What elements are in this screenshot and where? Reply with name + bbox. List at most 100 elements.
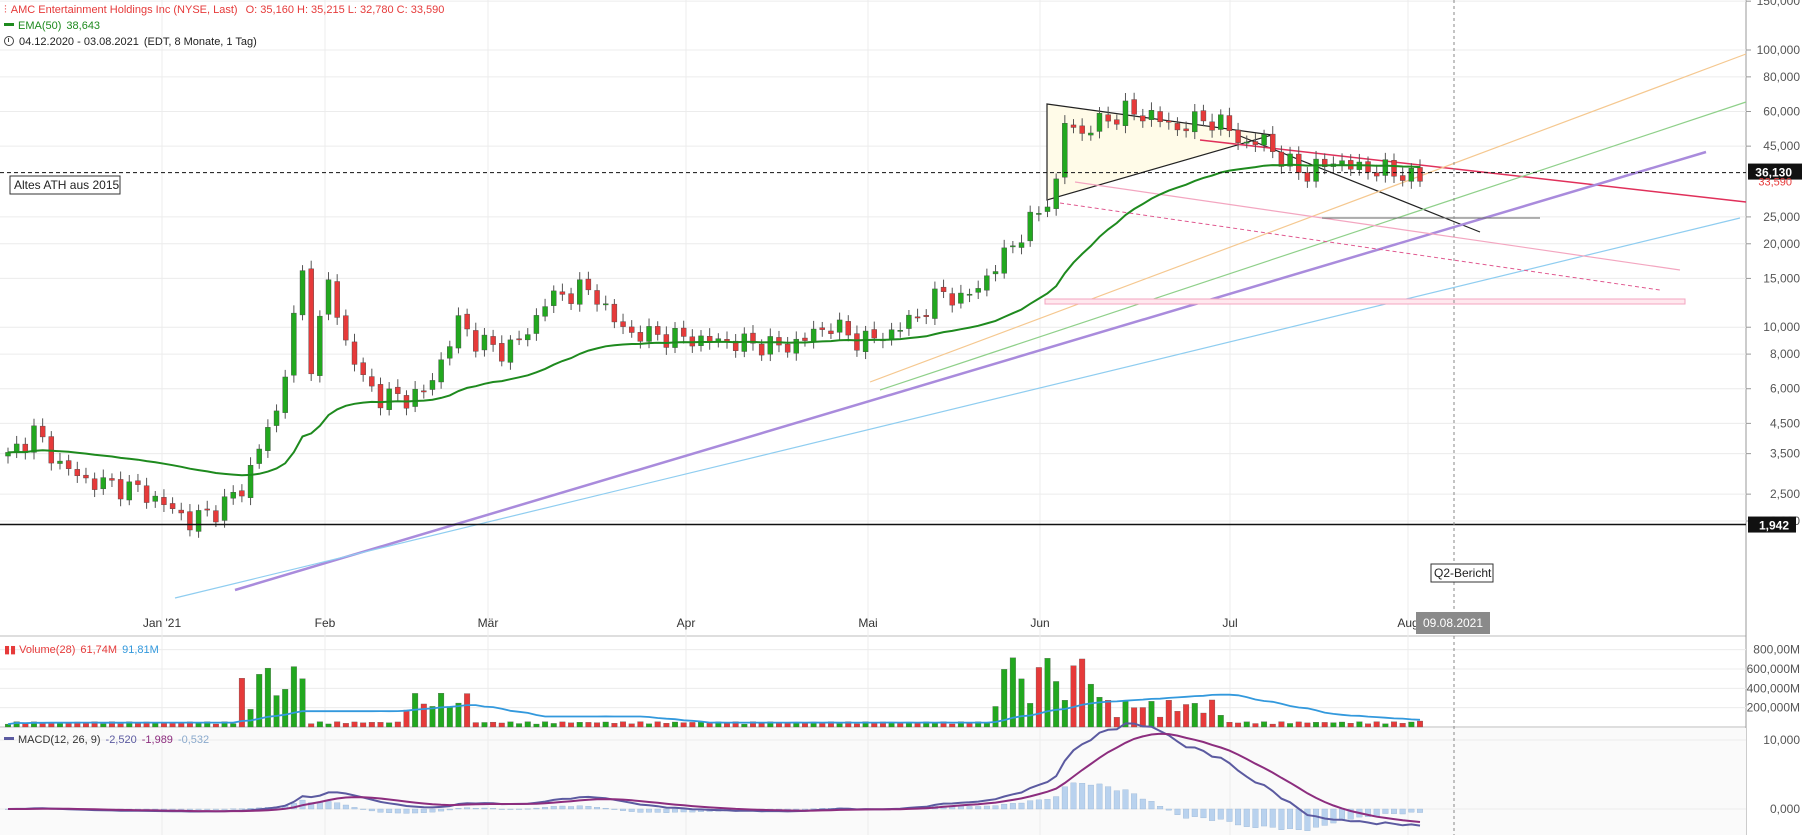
volume-bar	[1235, 722, 1242, 728]
volume-bar	[1217, 715, 1224, 728]
candle-body	[247, 465, 254, 498]
candle-body	[412, 388, 418, 407]
candle-body	[1079, 125, 1085, 134]
macd-layer	[5, 722, 1423, 831]
volume-bar	[611, 723, 618, 728]
macd-histogram-bar	[1001, 803, 1008, 810]
candle-body	[984, 275, 990, 291]
bar-chart-icon: ▮▮	[4, 644, 17, 656]
macd-label: MACD(12, 26, 9)	[18, 734, 101, 746]
candle-body	[923, 315, 929, 317]
macd-histogram-bar	[351, 807, 358, 810]
signal-value: -1,989	[141, 734, 173, 746]
grid-layer	[0, 0, 1746, 835]
price-tick-label: 4,500	[1770, 416, 1800, 430]
macd-tick-label: 0,000	[1770, 802, 1800, 816]
price-tick-label: 150,000	[1757, 0, 1801, 8]
macd-histogram-bar	[1009, 803, 1016, 810]
candle-body	[551, 290, 557, 306]
candle-body	[940, 286, 947, 292]
time-tick-label: Jun	[1030, 616, 1049, 630]
volume-bar	[342, 723, 349, 728]
volume-bar	[1174, 711, 1181, 728]
candle-body	[507, 339, 514, 363]
volume-bar	[542, 721, 549, 728]
ath-annotation-box[interactable]	[9, 175, 121, 195]
candle-body	[1391, 160, 1397, 177]
candle-body	[1261, 134, 1267, 146]
macd-histogram-bar	[360, 808, 367, 810]
macd-histogram-bar	[602, 807, 609, 810]
q2-annotation-box[interactable]	[1430, 563, 1494, 583]
candle-body	[438, 359, 444, 383]
volume-bar	[1191, 703, 1198, 728]
candle-body	[1313, 158, 1319, 182]
volume-bar	[1105, 700, 1112, 728]
time-tick-label: Mär	[478, 616, 499, 630]
candle-body	[343, 315, 349, 341]
candle-body	[178, 509, 184, 514]
macd-legend: MACD(12, 26, 9) -2,520 -1,989 -0,532	[4, 734, 209, 746]
price-tick-label: 6,000	[1770, 382, 1800, 396]
macd-histogram-bar	[160, 808, 167, 810]
volume-bar	[1295, 721, 1302, 728]
candle-body	[776, 337, 782, 346]
macd-histogram-bar	[412, 808, 419, 814]
candle-body	[221, 496, 228, 521]
candle-body	[481, 334, 488, 351]
volume-bar	[221, 721, 228, 728]
volume-bar	[109, 721, 115, 728]
macd-histogram-bar	[628, 808, 635, 812]
volume-ma-line	[7, 693, 1421, 725]
volume-bar	[1339, 721, 1345, 728]
volume-bar	[524, 721, 531, 728]
candle-body	[888, 329, 895, 340]
candle-body	[949, 293, 955, 306]
volume-bar	[429, 706, 436, 728]
volume-bar	[316, 721, 323, 728]
volume-tick-label: 200,000M	[1747, 701, 1800, 715]
volume-bar	[438, 693, 445, 728]
volume-bar	[550, 723, 557, 728]
ema-layer	[7, 163, 1421, 477]
macd-histogram-bar	[1174, 808, 1181, 815]
volume-bar	[1113, 717, 1120, 728]
volume-bar	[992, 706, 999, 728]
volume-bar	[966, 723, 973, 728]
candle-body	[1192, 111, 1198, 133]
candle-body	[265, 427, 271, 451]
volume-bar	[628, 723, 635, 728]
volume-layer	[5, 657, 1423, 728]
macd-histogram-bar	[1096, 783, 1103, 810]
macd-histogram-bar	[403, 808, 410, 814]
volume-bar	[1044, 658, 1051, 728]
candle-body	[83, 474, 89, 479]
macd-histogram-bar	[429, 808, 436, 813]
macd-histogram-bar	[186, 808, 193, 810]
volume-bar	[1252, 723, 1259, 728]
candle-body	[1399, 175, 1406, 181]
volume-legend: ▮▮ Volume(28) 61,74M 91,81M	[4, 643, 159, 656]
ema-legend: EMA(50) 38,643	[4, 20, 100, 32]
volume-bar	[1070, 665, 1077, 728]
macd-histogram-bar	[1027, 800, 1034, 810]
macd-histogram-bar	[169, 808, 176, 810]
macd-histogram-bar	[212, 808, 219, 810]
volume-bar	[741, 723, 748, 728]
macd-histogram-bar	[446, 808, 453, 811]
volume-bar	[1321, 722, 1328, 728]
volume-bar	[1157, 716, 1164, 728]
price-tick-label: 20,000	[1763, 237, 1800, 251]
pink-channel-line	[1074, 181, 1681, 271]
volume-bar	[602, 721, 609, 728]
volume-bar	[212, 723, 219, 728]
period-legend: 04.12.2020 - 03.08.2021 (EDT, 8 Monate, 1…	[4, 36, 257, 48]
candle-body	[767, 336, 774, 355]
candle-body	[1062, 123, 1068, 178]
volume-bar	[1330, 722, 1337, 728]
candle-body	[334, 281, 340, 318]
macd-signal-line	[8, 732, 1421, 823]
macd-histogram-bar	[1200, 808, 1207, 819]
candle-body	[1122, 100, 1129, 126]
macd-histogram-bar	[438, 808, 445, 812]
